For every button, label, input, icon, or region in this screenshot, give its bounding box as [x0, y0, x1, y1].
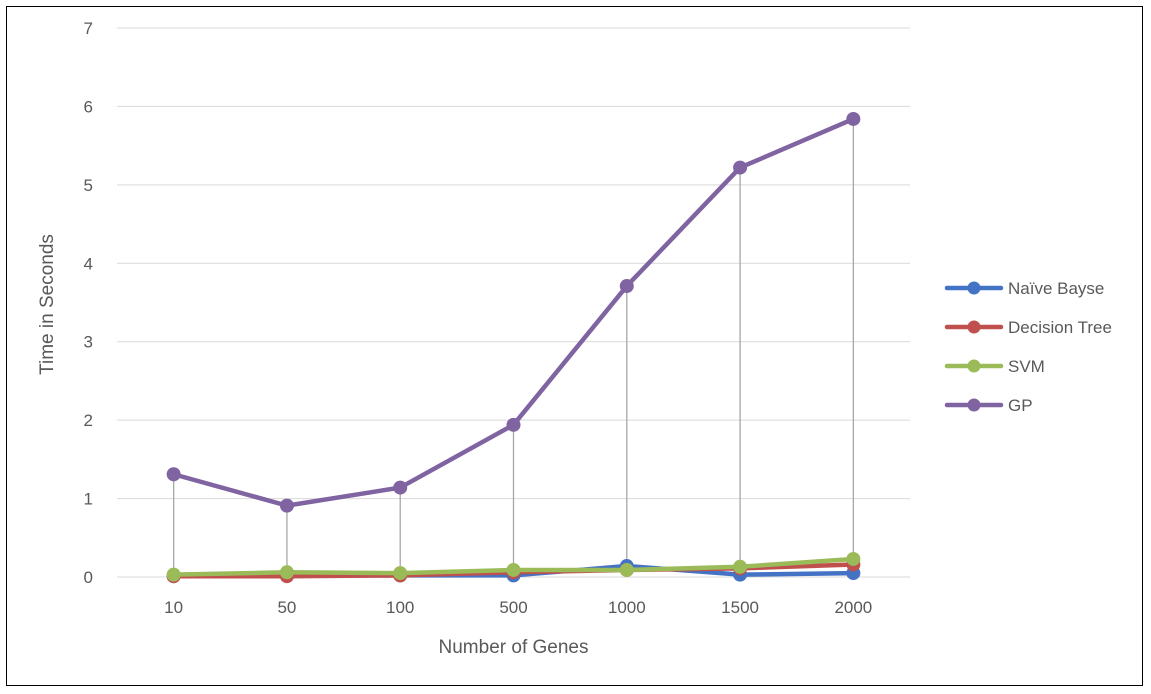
- legend-label: GP: [1008, 396, 1033, 415]
- x-tick-label: 1000: [608, 598, 646, 617]
- x-tick-label: 10: [164, 598, 183, 617]
- x-tick-label: 2000: [834, 598, 872, 617]
- drop-lines: [172, 118, 855, 577]
- y-tick-label: 3: [84, 333, 93, 352]
- y-tick-label: 0: [84, 568, 93, 587]
- series-svm: [166, 551, 861, 582]
- y-tick-label: 5: [84, 176, 93, 195]
- data-point: [733, 559, 748, 574]
- legend-swatch-marker: [967, 359, 981, 373]
- y-tick-label: 6: [84, 97, 93, 116]
- x-axis-title: Number of Genes: [439, 637, 589, 658]
- legend-item: Naïve Bayse: [944, 279, 1104, 298]
- data-point: [166, 567, 181, 582]
- legend-label: Decision Tree: [1008, 318, 1112, 337]
- legend: Naïve Bayse Decision Tree SVM GP: [944, 279, 1112, 415]
- legend-swatch-marker: [967, 398, 981, 412]
- chart-frame: 0 1 2 3 4 5 6 7 10 50 100 500 1000 1500 2000 Number o…: [6, 6, 1143, 686]
- legend-swatch-marker: [967, 281, 981, 295]
- y-tick-label: 1: [84, 490, 93, 509]
- data-point: [846, 111, 861, 126]
- legend-swatch-marker: [967, 320, 981, 334]
- series-layer: [166, 111, 861, 584]
- data-point: [846, 551, 861, 566]
- legend-item: GP: [944, 396, 1033, 415]
- data-point: [279, 498, 294, 513]
- data-point: [506, 417, 521, 432]
- x-tick-label: 50: [277, 598, 296, 617]
- x-axis-tick-labels: 10 50 100 500 1000 1500 2000: [164, 598, 872, 617]
- legend-item: SVM: [944, 357, 1045, 376]
- data-point: [619, 279, 634, 294]
- y-axis-title: Time in Seconds: [37, 234, 58, 375]
- x-tick-label: 500: [499, 598, 527, 617]
- data-point: [393, 566, 408, 581]
- series-gp: [166, 111, 861, 513]
- data-point: [393, 480, 408, 495]
- data-point: [619, 562, 634, 577]
- y-axis-tick-labels: 0 1 2 3 4 5 6 7: [84, 19, 93, 587]
- line-chart: 0 1 2 3 4 5 6 7 10 50 100 500 1000 1500 2000 Number o…: [37, 19, 1112, 658]
- legend-item: Decision Tree: [944, 318, 1112, 337]
- y-tick-label: 2: [84, 411, 93, 430]
- x-tick-label: 1500: [721, 598, 759, 617]
- x-tick-label: 100: [386, 598, 414, 617]
- data-point: [506, 562, 521, 577]
- data-point: [279, 565, 294, 580]
- y-tick-label: 7: [84, 19, 93, 38]
- y-tick-label: 4: [84, 254, 93, 273]
- legend-label: SVM: [1008, 357, 1045, 376]
- legend-label: Naïve Bayse: [1008, 279, 1104, 298]
- data-point: [733, 160, 748, 175]
- data-point: [166, 467, 181, 482]
